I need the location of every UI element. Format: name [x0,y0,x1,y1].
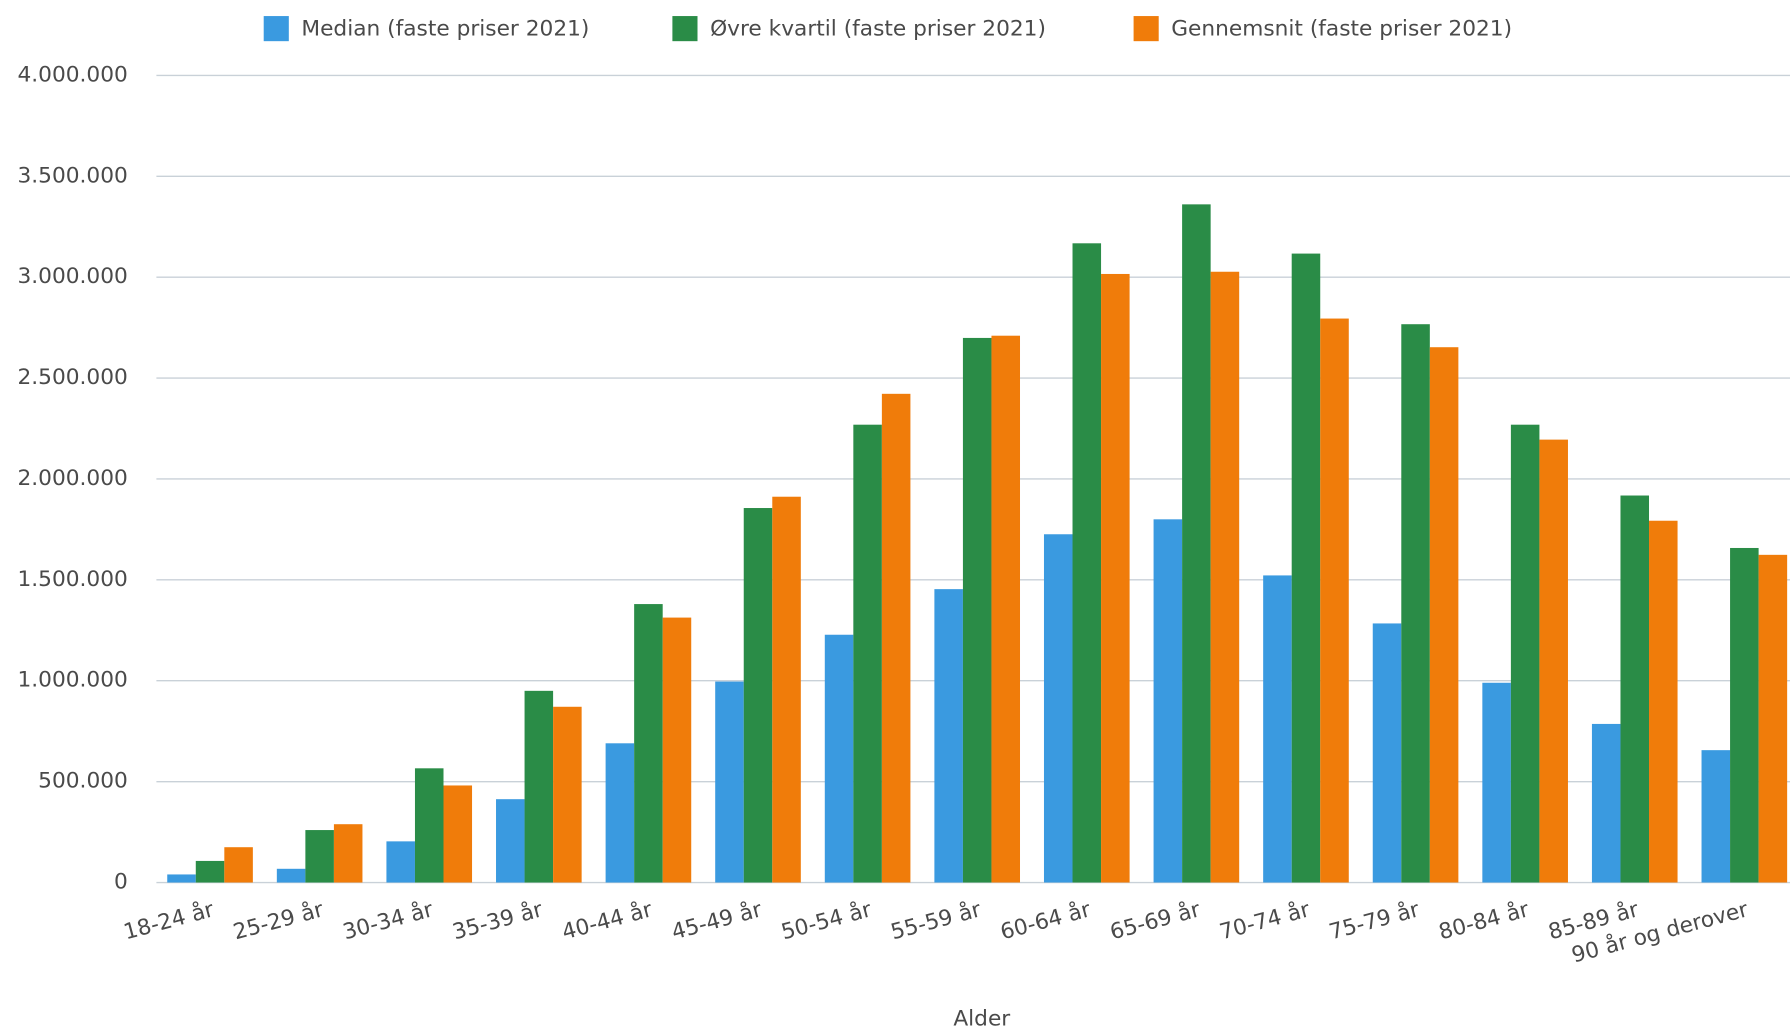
x-tick-label: 55-59 år [888,896,984,945]
x-tick-label: 60-64 år [998,896,1094,945]
bar [991,335,1021,883]
bar [1730,547,1759,883]
bar [1620,495,1650,883]
bar [853,424,882,883]
bar [1320,318,1349,883]
bar [1758,554,1788,883]
legend-swatch [1133,16,1159,42]
x-tick-label: 80-84 år [1436,896,1532,945]
bar [224,847,253,883]
bar [333,824,363,883]
y-tick-label: 0 [114,870,128,895]
plot-area [167,204,1788,883]
bar [824,634,854,883]
bar [443,785,473,883]
bar [715,681,744,883]
x-tick-label: 75-79 år [1326,896,1422,945]
y-tick-label: 2.500.000 [17,365,127,390]
bar [553,706,582,883]
x-tick-label: 65-69 år [1107,896,1203,945]
bar [1482,682,1511,883]
bar [605,743,635,883]
bar [1182,204,1211,883]
bar [1401,324,1430,883]
x-tick-label: 35-39 år [450,896,546,945]
bar [1263,575,1292,883]
x-tick-label: 40-44 år [559,896,655,945]
bar [634,604,663,883]
bar [772,496,801,883]
bar [167,874,196,883]
bar [1291,253,1321,883]
bar [662,617,692,883]
bar [276,868,306,883]
legend-label: Øvre kvartil (faste priser 2021) [710,17,1046,42]
legend-swatch [263,16,289,42]
bar [1210,271,1240,883]
bar [881,393,911,883]
bar [195,860,225,883]
bar [496,799,525,883]
y-tick-label: 1.500.000 [17,567,127,592]
y-tick-label: 3.000.000 [17,264,127,289]
x-tick-label: 45-49 år [669,896,765,945]
bar [386,841,415,883]
bar [743,508,773,883]
bar [1539,439,1568,883]
bar [934,589,963,883]
bar [1429,347,1459,883]
y-tick-label: 2.000.000 [17,466,127,491]
x-tick-label: 30-34 år [340,896,436,945]
x-tick-label: 50-54 år [778,896,874,945]
bar [414,768,444,883]
bar [305,830,334,883]
x-tick-label: 18-24 år [121,896,217,945]
legend-swatch [672,16,698,42]
bar [962,337,992,883]
y-tick-label: 4.000.000 [17,62,127,87]
bar [1043,534,1073,883]
bar [1591,723,1621,883]
y-tick-label: 1.000.000 [17,668,127,693]
x-axis-title: Alder [953,1007,1010,1031]
bar [1372,623,1402,883]
x-tick-label: 25-29 år [230,896,326,945]
bar [524,690,554,883]
x-tick-label: 70-74 år [1217,896,1313,945]
bar [1649,520,1678,883]
bar [1072,243,1102,883]
y-tick-label: 3.500.000 [17,163,127,188]
legend-label: Gennemsnit (faste priser 2021) [1171,17,1512,42]
bar [1153,519,1183,883]
y-tick-label: 500.000 [38,769,128,794]
bar [1701,750,1731,883]
bar [1510,424,1540,883]
bar [1101,273,1130,883]
legend-label: Median (faste priser 2021) [301,17,589,42]
